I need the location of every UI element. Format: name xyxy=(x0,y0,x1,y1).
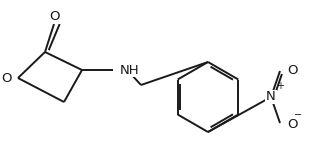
Text: O: O xyxy=(50,10,60,23)
Text: N: N xyxy=(266,91,276,104)
Text: O: O xyxy=(287,64,298,78)
Text: −: − xyxy=(294,110,302,120)
Text: O: O xyxy=(287,117,298,131)
Text: +: + xyxy=(276,81,284,91)
Text: O: O xyxy=(2,71,12,84)
Text: NH: NH xyxy=(120,64,140,77)
